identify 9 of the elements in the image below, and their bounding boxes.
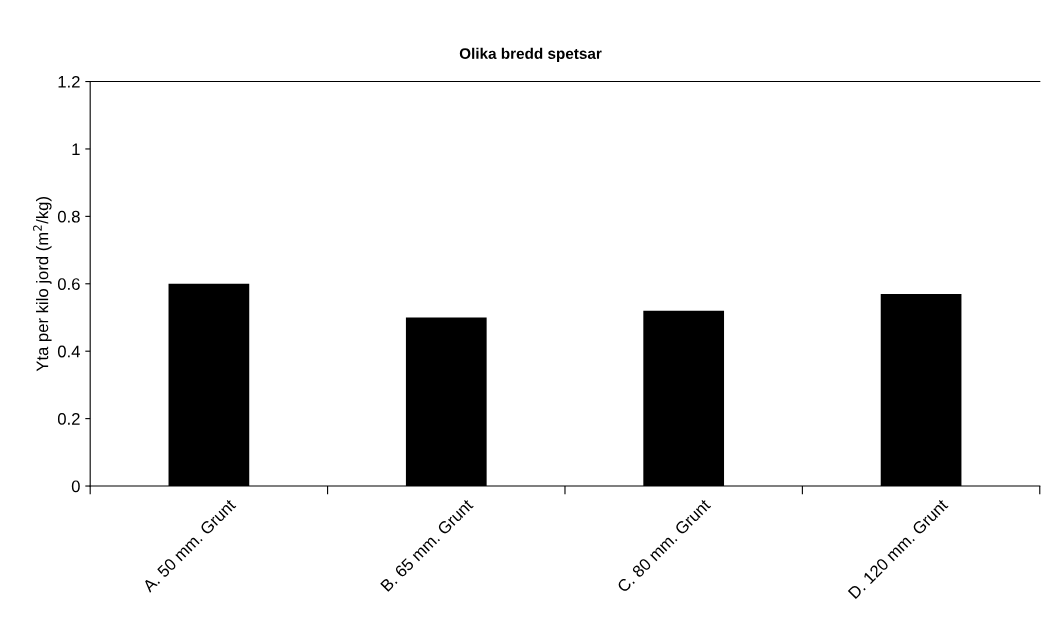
y-tick-label: 0 bbox=[71, 480, 80, 493]
y-axis-title: Yta per kilo jord (m$^{2}$/kg) bbox=[33, 197, 52, 372]
y-tick-label: 1.2 bbox=[58, 75, 80, 88]
y-tick-label: 0.4 bbox=[57, 345, 80, 358]
y-tick-label: 1 bbox=[72, 143, 80, 155]
y-tick-label: 0.6 bbox=[57, 278, 80, 290]
y-tick-label: 0.8 bbox=[57, 210, 80, 223]
chart-title: Olika bredd spetsar bbox=[459, 47, 602, 63]
y-tick-label: 0.2 bbox=[57, 413, 80, 425]
